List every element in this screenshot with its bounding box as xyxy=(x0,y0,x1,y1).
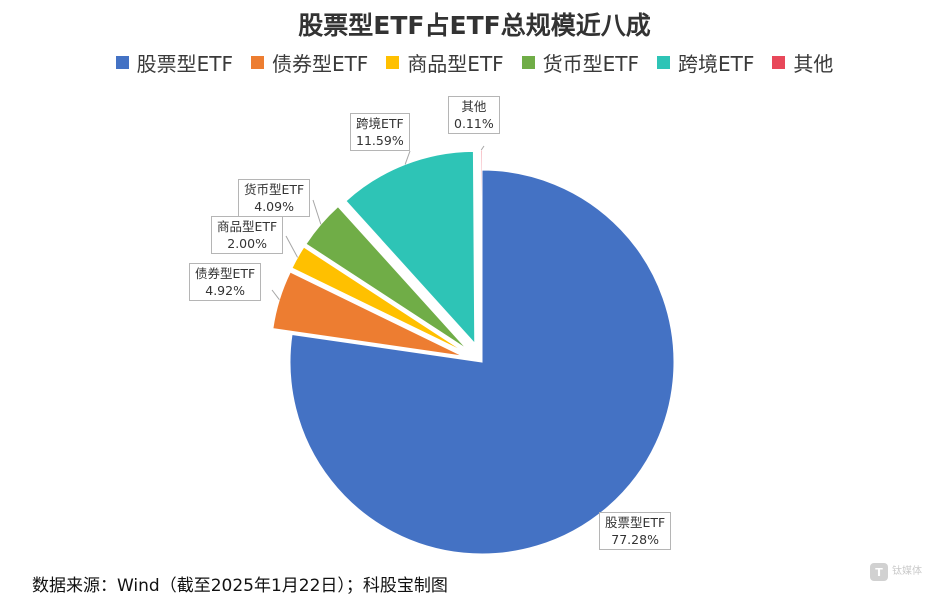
legend-label-crossborder: 跨境ETF xyxy=(678,52,755,76)
legend-swatch-crossborder xyxy=(657,56,671,69)
legend-item-commodity[interactable]: 商品型ETF xyxy=(386,48,504,77)
pie-slice-stock[interactable] xyxy=(289,169,675,555)
legend-swatch-stock xyxy=(115,56,129,69)
legend: 股票型ETF 债券型ETF 商品型ETF 货币型ETF 跨境ETF 其他 xyxy=(0,48,949,77)
source-note: 数据来源：Wind（截至2025年1月22日）；科股宝制图 xyxy=(32,576,448,596)
data-label-money: 货币型ETF 4.09% xyxy=(238,179,311,217)
data-label-money-value: 4.09% xyxy=(254,199,294,214)
legend-item-bond[interactable]: 债券型ETF xyxy=(250,48,369,77)
pie-slice-bond[interactable] xyxy=(272,271,464,357)
pie-slices xyxy=(272,149,675,555)
data-label-stock-value: 77.28% xyxy=(611,532,659,547)
watermark: T 钛媒体 xyxy=(870,560,932,584)
data-label-commodity-name: 商品型ETF xyxy=(217,219,278,234)
data-label-commodity: 商品型ETF 2.00% xyxy=(211,216,284,254)
legend-item-money[interactable]: 货币型ETF xyxy=(521,48,640,77)
data-label-commodity-value: 2.00% xyxy=(227,236,267,251)
pie-slice-crossborder[interactable] xyxy=(345,150,476,345)
data-label-bond-value: 4.92% xyxy=(205,283,245,298)
legend-label-bond: 债券型ETF xyxy=(271,52,369,76)
legend-item-stock[interactable]: 股票型ETF xyxy=(115,48,233,77)
legend-item-other[interactable]: 其他 xyxy=(772,48,833,77)
data-label-bond-name: 债券型ETF xyxy=(195,266,256,281)
watermark-logo-icon: T xyxy=(870,563,888,581)
pie-slice-other[interactable] xyxy=(480,149,483,343)
leader-line-crossborder xyxy=(404,150,411,165)
data-label-other-name: 其他 xyxy=(461,99,487,114)
leader-line-commodity xyxy=(285,235,299,258)
data-label-stock: 股票型ETF 77.28% xyxy=(599,512,672,550)
legend-item-crossborder[interactable]: 跨境ETF xyxy=(657,48,754,77)
data-label-money-name: 货币型ETF xyxy=(244,182,305,197)
leader-line-other xyxy=(480,145,485,151)
legend-label-money: 货币型ETF xyxy=(542,52,640,76)
legend-label-other: 其他 xyxy=(793,52,834,76)
watermark-text: 钛媒体 xyxy=(892,566,922,577)
pie-leader-lines xyxy=(271,145,485,300)
data-label-other-value: 0.11% xyxy=(454,116,494,131)
legend-swatch-other xyxy=(772,56,786,69)
chart-title: 股票型ETF占ETF总规模近八成 xyxy=(298,11,651,40)
data-label-other: 其他 0.11% xyxy=(448,96,500,134)
data-label-crossborder-name: 跨境ETF xyxy=(356,116,404,131)
data-label-crossborder-value: 11.59% xyxy=(356,133,404,148)
pie-slice-commodity[interactable] xyxy=(291,246,465,353)
leader-line-money xyxy=(312,199,322,225)
legend-swatch-commodity xyxy=(386,56,400,69)
legend-label-commodity: 商品型ETF xyxy=(407,52,504,76)
data-label-crossborder: 跨境ETF 11.59% xyxy=(350,113,410,151)
data-label-bond: 债券型ETF 4.92% xyxy=(189,263,262,301)
pie-slice-money[interactable] xyxy=(305,205,468,350)
legend-swatch-money xyxy=(521,56,535,69)
leader-line-bond xyxy=(271,289,280,300)
data-label-stock-name: 股票型ETF xyxy=(605,515,666,530)
legend-label-stock: 股票型ETF xyxy=(136,52,233,76)
legend-swatch-bond xyxy=(250,56,264,69)
